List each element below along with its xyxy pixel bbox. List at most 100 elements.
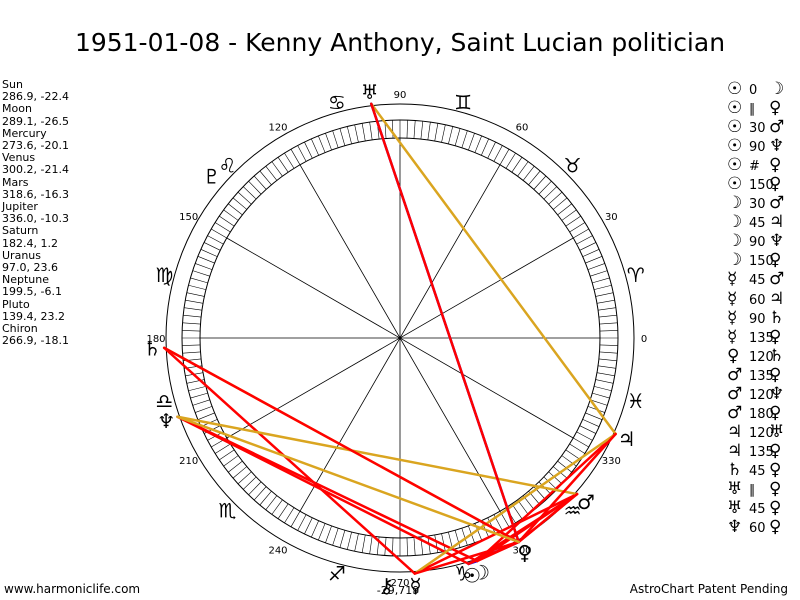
degree-tick <box>195 263 213 270</box>
degree-tick <box>284 152 295 169</box>
degree-tick <box>369 122 373 140</box>
aspect-angle: 90 <box>749 140 766 156</box>
degree-tick <box>595 292 614 297</box>
degree-tick <box>474 135 482 153</box>
degree-tick <box>237 471 252 485</box>
aspect-planet-a: ☽ <box>727 193 743 214</box>
degree-tick <box>481 138 489 156</box>
degree-tick <box>219 449 235 461</box>
planet-glyph-sun: ☉ <box>463 563 481 587</box>
degree-tick <box>242 186 257 200</box>
degree-tick <box>297 514 307 531</box>
degree-tick <box>332 130 339 148</box>
degree-tick <box>448 126 454 145</box>
aspect-angle: # <box>749 159 760 175</box>
footer-notice: AstroChart Patent Pending <box>629 582 788 596</box>
aspect-planet-b: ♀ <box>769 174 782 195</box>
planet-coords-neptune: 199.5, -6.1 <box>2 285 62 299</box>
planet-glyph-venus: ♀ <box>517 540 532 564</box>
aspect-row: ☉ 30 ♂ <box>727 118 787 137</box>
planet-coords-uranus: 97.0, 23.6 <box>2 261 58 275</box>
degree-tick <box>271 161 283 177</box>
degree-tick <box>599 330 618 332</box>
degree-tick <box>253 486 267 501</box>
aspect-planet-a: ♂ <box>727 383 743 404</box>
aspect-line <box>475 432 617 563</box>
planet-glyph-mars: ♂ <box>577 490 595 514</box>
aspect-row: ☉ 90 ♆ <box>727 137 787 156</box>
degree-tick <box>232 197 247 210</box>
aspect-planet-b: ♀ <box>769 440 782 461</box>
degree-tick <box>223 209 239 221</box>
degree-tick <box>543 476 558 490</box>
planet-coords-jupiter: 336.0, -10.3 <box>2 212 69 226</box>
degree-tick <box>413 120 416 139</box>
aspect-planet-a: ♅ <box>727 478 743 499</box>
aspect-planet-b: ♀ <box>769 364 782 385</box>
degree-tick <box>290 511 301 527</box>
zodiac-sign-glyph: ♓ <box>627 389 645 413</box>
degree-tick <box>332 528 339 546</box>
degree-tick <box>543 186 558 200</box>
aspect-angle: 45 <box>749 502 766 518</box>
aspect-planet-a: ☽ <box>727 212 743 233</box>
planet-glyph-moon: ☽ <box>472 560 490 584</box>
degree-tick <box>186 292 205 297</box>
aspect-line <box>369 102 617 436</box>
chart-title: 1951-01-08 - Kenny Anthony, Saint Lucian… <box>74 28 726 57</box>
degree-tick <box>200 249 218 257</box>
degree-tick <box>590 399 608 406</box>
zodiac-sign-glyph: ♏ <box>218 499 236 523</box>
degree-label: 90 <box>394 90 407 101</box>
degree-tick <box>237 191 252 205</box>
degree-tick <box>573 228 589 239</box>
planet-coords-saturn: 182.4, 1.2 <box>2 236 58 250</box>
aspect-planet-b: ♀ <box>769 250 782 271</box>
aspect-row: ☉ 0 ☽ <box>727 79 787 99</box>
degree-tick <box>557 203 572 216</box>
degree-label: 60 <box>516 123 529 134</box>
aspect-row: ☿ 60 ♃ <box>727 289 787 309</box>
zodiac-sign-glyph: ♒ <box>564 499 582 523</box>
degree-label: 30 <box>605 212 618 223</box>
degree-tick <box>576 431 593 441</box>
degree-tick <box>454 530 461 548</box>
planet-glyph-mercury: ☿ <box>409 574 421 598</box>
degree-tick <box>569 222 586 233</box>
degree-tick <box>517 161 529 177</box>
aspect-planet-a: ☿ <box>727 307 738 328</box>
degree-tick <box>304 517 313 535</box>
degree-tick <box>434 534 439 553</box>
degree-tick <box>207 235 224 245</box>
aspect-row: ☽ 30 ♂ <box>727 194 787 213</box>
aspect-planet-b: ♀ <box>769 498 782 519</box>
aspect-planet-b: ♂ <box>769 117 785 138</box>
degree-tick <box>561 209 577 221</box>
planet-glyphs: ☉☽ ☿ ♀ ♂ ♃ ♄ ♅ ♆ ♇ ⚷ <box>143 80 635 598</box>
zodiac-sign-glyph: ♐ <box>328 562 346 586</box>
aspect-planet-a: ♆ <box>727 517 743 538</box>
footer-website[interactable]: www.harmoniclife.com <box>4 582 141 596</box>
aspect-line <box>369 102 520 544</box>
aspect-angle: 30 <box>749 121 766 137</box>
aspect-angle: 45 <box>749 216 766 232</box>
degree-tick <box>468 133 475 151</box>
aspect-line <box>176 415 579 496</box>
aspect-angle: ∥ <box>749 482 756 498</box>
degree-tick <box>454 128 461 146</box>
degree-tick <box>228 460 243 473</box>
degree-tick <box>598 314 617 318</box>
aspect-planet-a: ☿ <box>727 269 738 290</box>
aspect-line <box>413 540 520 575</box>
degree-tick <box>182 351 201 354</box>
planet-name-neptune: Neptune <box>2 273 50 287</box>
aspect-angle: ∥ <box>749 102 756 118</box>
degree-tick <box>184 307 202 311</box>
degree-tick <box>354 124 359 143</box>
degree-tick <box>582 419 600 427</box>
degree-tick <box>339 128 346 146</box>
aspect-row: ♂ 180♀ <box>727 403 787 423</box>
degree-tick <box>511 157 523 173</box>
degree-label: 240 <box>268 545 287 556</box>
planet-name-mars: Mars <box>2 175 29 189</box>
